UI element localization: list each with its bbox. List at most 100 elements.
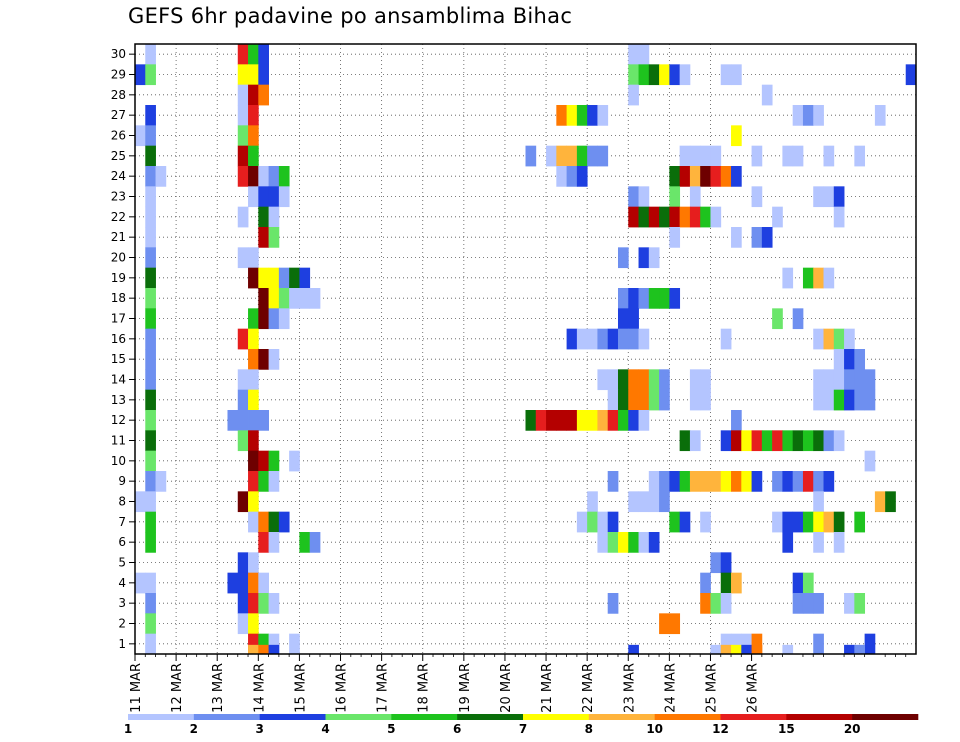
x-tick-label: 21 MAR (540, 663, 555, 713)
heatmap-cell-member-26 (248, 125, 259, 147)
heatmap-cell-member-17 (248, 308, 259, 330)
heatmap-cell-member-2 (145, 613, 156, 635)
heatmap-cell-member-6 (597, 532, 609, 553)
heatmap-cell-member-10 (289, 450, 300, 472)
heatmap-cell-member-26 (237, 125, 249, 147)
heatmap-cell-member-25 (248, 145, 259, 167)
heatmap-cell-member-28 (237, 84, 249, 106)
heatmap-cell-member-15 (833, 349, 845, 370)
y-tick-label: 24 (111, 169, 126, 183)
heatmap-cell-member-16 (720, 328, 732, 350)
y-tick-label: 13 (111, 393, 126, 407)
heatmap-cell-member-13 (145, 389, 156, 411)
heatmap-cell-member-13 (854, 389, 866, 411)
heatmap-cell-member-19 (268, 267, 280, 289)
heatmap-cell-member-2 (248, 613, 259, 635)
heatmap-cell-member-1 (289, 633, 300, 655)
heatmap-cell-member-5 (237, 552, 249, 574)
y-tick-label: 7 (118, 515, 126, 529)
heatmap-cell-member-13 (844, 389, 855, 411)
heatmap-cell-member-7 (597, 511, 609, 533)
heatmap-cell-bottom (628, 644, 639, 654)
heatmap-cell-member-12 (587, 410, 598, 431)
colorbar-segment (457, 714, 524, 720)
heatmap-cell-member-17 (772, 308, 783, 330)
heatmap-cell-member-12 (525, 410, 537, 431)
heatmap-cell-member-12 (607, 410, 619, 431)
heatmap-cell-member-23 (669, 186, 681, 208)
x-tick-label: 11 MAR (129, 663, 144, 713)
heatmap-cell-member-28 (628, 84, 639, 106)
heatmap-cell-member-3 (258, 593, 269, 614)
heatmap-cell-member-16 (823, 328, 835, 350)
heatmap-cell-member-7 (248, 511, 259, 533)
chart-title: GEFS 6hr padavine po ansamblima Bihac (128, 4, 573, 28)
x-tick-label: 16 MAR (335, 663, 350, 713)
heatmap-cell-member-9 (248, 471, 259, 492)
heatmap-cell-member-10 (268, 450, 280, 472)
heatmap-cell-member-29 (905, 64, 917, 86)
heatmap-cell-member-2 (669, 613, 681, 635)
heatmap-cell-member-12 (535, 410, 547, 431)
heatmap-cell-bottom (710, 644, 722, 654)
colorbar-segment (786, 714, 853, 720)
heatmap-cell-member-8 (248, 491, 259, 513)
heatmap-cell-member-4 (248, 572, 259, 594)
heatmap-cell-member-17 (278, 308, 290, 330)
heatmap-cell-member-1 (145, 633, 156, 655)
heatmap-cell-member-25 (597, 145, 609, 167)
heatmap-cell-member-22 (145, 206, 156, 228)
heatmap-cell-member-14 (659, 369, 670, 391)
x-tick-label: 20 MAR (499, 663, 514, 713)
heatmap-cell-member-8 (874, 491, 886, 513)
heatmap-cell-member-19 (278, 267, 290, 289)
heatmap-cell-member-16 (587, 328, 598, 350)
heatmap-cell-member-5 (720, 552, 732, 574)
heatmap-cell-member-23 (823, 186, 835, 208)
heatmap-cell-member-1 (248, 633, 259, 655)
heatmap-cell-member-27 (813, 105, 824, 126)
heatmap-cell-member-13 (823, 389, 835, 411)
heatmap-cell-bottom (854, 644, 866, 654)
heatmap-cell-member-25 (710, 145, 722, 167)
heatmap-cell-member-28 (248, 84, 259, 106)
heatmap-cell-member-1 (268, 633, 280, 655)
heatmap-cell-member-6 (782, 532, 794, 553)
y-tick-label: 4 (118, 576, 126, 590)
heatmap-cell-member-13 (248, 389, 259, 411)
heatmap-cell-member-3 (802, 593, 814, 614)
heatmap-cell-member-12 (237, 410, 249, 431)
heatmap-cell-member-22 (268, 206, 280, 228)
heatmap-cell-member-6 (268, 532, 280, 553)
heatmap-cell-member-26 (145, 125, 156, 147)
heatmap-cell-member-6 (145, 532, 156, 553)
heatmap-cell-member-15 (145, 349, 156, 370)
x-tick-label: 15 MAR (293, 663, 308, 713)
heatmap-cell-member-15 (268, 349, 280, 370)
y-tick-label: 10 (111, 454, 126, 468)
colorbar-label: 2 (190, 722, 198, 736)
heatmap-cell-member-8 (587, 491, 598, 513)
y-tick-label: 19 (111, 271, 126, 285)
colorbar-segment (654, 714, 721, 720)
heatmap-cell-member-7 (268, 511, 280, 533)
heatmap-cell-bottom (751, 644, 763, 654)
heatmap-cell-member-10 (145, 450, 156, 472)
heatmap-cell-member-11 (720, 430, 732, 452)
heatmap-cell-member-1 (741, 633, 752, 655)
heatmap-cell-member-7 (669, 511, 681, 533)
colorbar-label: 4 (321, 722, 329, 736)
heatmap-cell-member-24 (689, 166, 701, 187)
heatmap-cell-member-25 (751, 145, 763, 167)
heatmap-cell-member-13 (689, 389, 701, 411)
heatmap-cell-member-21 (751, 227, 763, 248)
heatmap-cell-member-29 (669, 64, 681, 86)
heatmap-cell-member-30 (237, 44, 249, 65)
x-tick-label: 17 MAR (376, 663, 391, 713)
heatmap-cell-member-9 (823, 471, 835, 492)
heatmap-cell-member-30 (638, 44, 650, 65)
heatmap-cell-bottom (782, 644, 794, 654)
heatmap-cell-member-24 (145, 166, 156, 187)
heatmap-cell-member-13 (607, 389, 619, 411)
y-tick-label: 14 (111, 373, 126, 387)
